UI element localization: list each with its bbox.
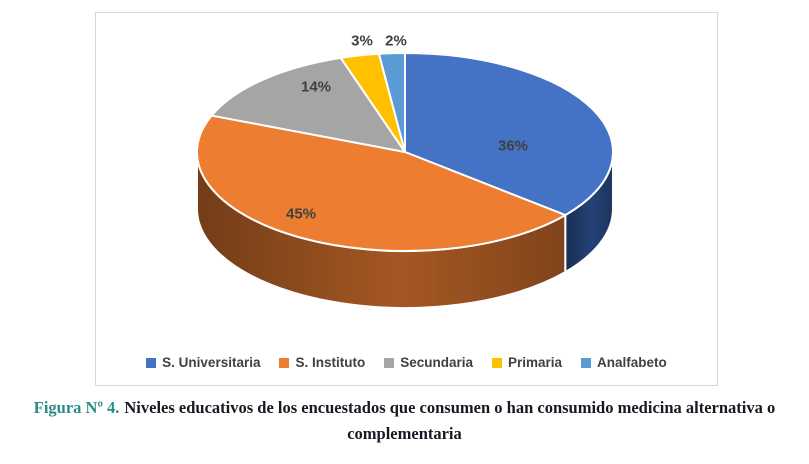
legend-item-primaria: Primaria bbox=[492, 355, 562, 370]
figure-caption-prefix: Figura Nº 4. bbox=[33, 398, 120, 417]
legend-item-s-instituto: S. Instituto bbox=[279, 355, 365, 370]
legend-item-label: Secundaria bbox=[400, 355, 473, 370]
legend-item-analfabeto: Analfabeto bbox=[581, 355, 667, 370]
legend-item-secundaria: Secundaria bbox=[384, 355, 473, 370]
legend-swatch-icon bbox=[492, 357, 502, 368]
legend-item-label: S. Universitaria bbox=[162, 355, 261, 370]
figure-chart-box: S. Universitaria S. Instituto Secundaria Pr… bbox=[95, 12, 718, 386]
legend: S. Universitaria S. Instituto Secundaria Pr… bbox=[96, 355, 717, 370]
legend-swatch-icon bbox=[146, 357, 157, 368]
figure-caption: Figura Nº 4. Niveles educativos de los en… bbox=[0, 395, 809, 446]
legend-item-label: S. Instituto bbox=[295, 355, 366, 370]
legend-swatch-icon bbox=[581, 357, 592, 368]
legend-item-s-universitaria: S. Universitaria bbox=[146, 355, 260, 370]
figure-caption-text: Niveles educativos de los encuestados qu… bbox=[124, 398, 776, 443]
legend-item-label: Analfabeto bbox=[597, 355, 667, 370]
legend-item-label: Primaria bbox=[508, 355, 563, 370]
legend-swatch-icon bbox=[384, 357, 395, 368]
legend-swatch-icon bbox=[279, 357, 290, 368]
